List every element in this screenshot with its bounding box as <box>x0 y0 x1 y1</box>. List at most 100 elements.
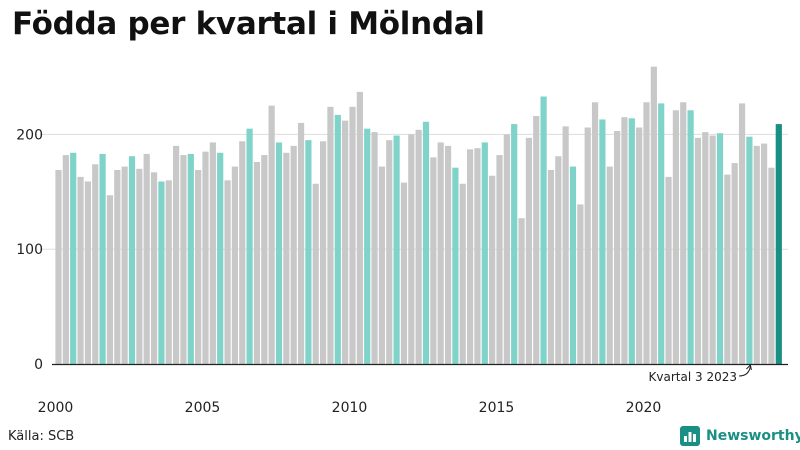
bar <box>77 176 84 364</box>
bar <box>768 167 775 364</box>
bar <box>694 137 702 364</box>
bar <box>665 176 672 364</box>
bar <box>753 145 760 364</box>
bar <box>437 142 444 364</box>
newsworthy-chart-icon <box>680 426 700 446</box>
bar <box>261 155 268 364</box>
bar <box>525 137 532 364</box>
bar <box>378 166 385 364</box>
bar <box>268 105 275 364</box>
bar <box>393 135 400 364</box>
bar <box>364 128 371 364</box>
bar <box>459 183 466 364</box>
bar <box>239 141 246 364</box>
y-tick-label: 0 <box>34 357 43 373</box>
bar <box>92 164 99 364</box>
bar <box>621 117 628 365</box>
bar <box>481 142 488 364</box>
annotation-arrowhead <box>746 363 752 371</box>
bar <box>84 181 91 364</box>
bar <box>408 134 415 364</box>
brand-logo[interactable]: Newsworthy <box>680 426 800 446</box>
bar <box>444 145 452 364</box>
bar <box>672 110 679 364</box>
bar <box>165 180 172 364</box>
bar <box>562 126 569 364</box>
bar <box>687 110 694 364</box>
annotation-layer: Kvartal 3 2023 <box>649 363 752 384</box>
bar <box>320 141 327 364</box>
bar <box>136 168 143 364</box>
bar <box>349 106 356 364</box>
bar <box>430 157 437 364</box>
bar <box>297 122 305 364</box>
bar <box>400 182 408 364</box>
bar <box>658 103 665 365</box>
bar <box>636 127 643 364</box>
y-tick-label: 100 <box>16 242 43 258</box>
bar <box>650 66 657 365</box>
bar <box>209 142 216 364</box>
bar <box>342 120 349 365</box>
bar <box>746 136 753 364</box>
bar <box>128 156 136 364</box>
bar <box>150 172 158 364</box>
bar <box>452 167 459 364</box>
bar <box>724 174 731 364</box>
x-tick-label: 2005 <box>185 400 221 416</box>
bar <box>173 145 180 364</box>
bar <box>312 183 319 364</box>
bar <box>496 155 503 364</box>
bar <box>422 121 430 365</box>
bar <box>327 106 334 364</box>
bar <box>275 142 283 364</box>
bar <box>187 153 194 364</box>
bar <box>731 163 738 364</box>
bar <box>614 130 621 364</box>
annotation-arrow <box>738 365 751 377</box>
bar <box>253 161 261 364</box>
bar <box>62 155 69 364</box>
bar <box>143 153 150 364</box>
bar <box>599 119 606 364</box>
bar <box>334 114 341 364</box>
bar <box>511 124 518 364</box>
bar <box>606 166 613 364</box>
axis-layer: 0 100 200 2000 2005 2010 2015 2020 <box>16 127 788 416</box>
bar <box>474 148 481 364</box>
bar <box>555 156 562 364</box>
bar <box>158 181 165 364</box>
bar <box>114 169 121 364</box>
bar <box>761 143 768 364</box>
bar <box>533 116 540 364</box>
bar <box>290 145 297 364</box>
bar <box>283 152 290 364</box>
bar <box>55 169 62 364</box>
bar <box>503 134 510 364</box>
bar <box>99 153 106 364</box>
y-tick-label: 200 <box>16 127 43 143</box>
bar <box>195 169 202 364</box>
x-tick-label: 2010 <box>332 400 368 416</box>
bar <box>547 169 555 364</box>
bar <box>702 132 709 364</box>
bar <box>246 128 253 364</box>
bar <box>106 195 114 364</box>
bar <box>738 103 746 365</box>
bar <box>540 96 547 365</box>
bar <box>371 132 378 364</box>
bar <box>518 218 525 364</box>
bar <box>305 140 312 364</box>
page-title: Födda per kvartal i Mölndal <box>12 6 485 42</box>
bars-layer <box>55 66 782 365</box>
bar <box>180 155 187 364</box>
x-tick-label: 2000 <box>38 400 74 416</box>
bar <box>584 127 591 364</box>
bar <box>716 133 724 364</box>
bar <box>775 124 782 364</box>
bar <box>70 152 77 364</box>
bar <box>202 151 209 364</box>
bar <box>709 135 716 364</box>
bar <box>356 91 363 365</box>
